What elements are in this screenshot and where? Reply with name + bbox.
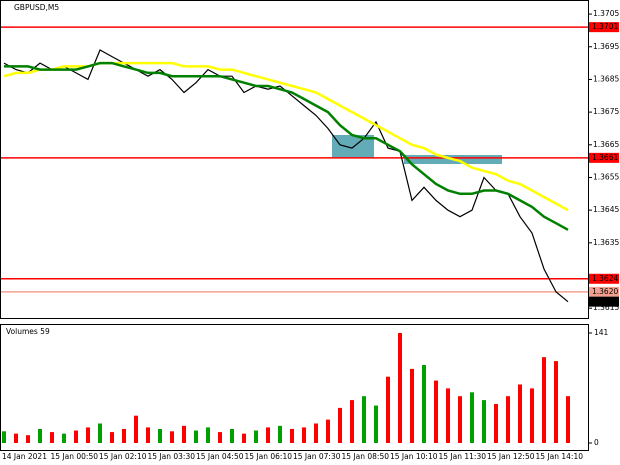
volume-bar [398, 333, 402, 443]
level-tag [589, 273, 619, 284]
volume-title: Volumes 59 [6, 327, 50, 336]
volume-bar [98, 423, 102, 443]
x-tick-label: 15 Jan 11:30 [439, 452, 487, 461]
level-label: 1.3624 [592, 274, 618, 283]
x-tick-label: 15 Jan 07:30 [293, 452, 341, 461]
volume-bar [74, 430, 78, 443]
series-line [3, 49, 569, 303]
volume-bar [242, 433, 246, 443]
y-tick-label: 1.3705 [593, 9, 619, 18]
y-tick-label: 1.3635 [593, 238, 619, 247]
level-tag [589, 286, 619, 297]
volume-bar [326, 419, 330, 443]
x-tick-label: 15 Jan 12:50 [487, 452, 535, 461]
volume-bar [2, 431, 6, 443]
y-tick-label: 141 [594, 328, 609, 337]
volume-bar [230, 428, 234, 443]
volume-bar [218, 432, 222, 443]
volume-bar [62, 433, 66, 443]
volume-bar [542, 357, 546, 443]
volume-bar [86, 427, 90, 443]
x-tick-label: 14 Jan 2021 [2, 452, 47, 461]
chart-title: GBPUSD,M5 [14, 3, 59, 12]
volume-bar [50, 432, 54, 443]
volume-bar [290, 428, 294, 443]
volume-bar [422, 364, 426, 443]
level-label: 1.3620 [592, 287, 618, 296]
volume-bar [254, 430, 258, 443]
series-line [3, 61, 569, 212]
x-tick-label: 15 Jan 03:30 [148, 452, 196, 461]
volume-bar [278, 425, 282, 443]
volume-bar [302, 427, 306, 443]
x-tick-label: 15 Jan 04:50 [196, 452, 244, 461]
volume-bar [554, 361, 558, 443]
volume-bar [350, 400, 354, 443]
volume-bar [158, 428, 162, 443]
volume-bar [530, 388, 534, 443]
series-line [4, 61, 569, 231]
level-label: 1.3661 [592, 153, 618, 162]
volume-bar [26, 435, 30, 443]
volume-bar [110, 432, 114, 443]
level-label: 1.3701 [592, 22, 618, 31]
y-tick-label: 1.3685 [593, 74, 619, 83]
x-tick-label: 15 Jan 00:50 [51, 452, 99, 461]
volume-bar [506, 396, 510, 443]
level-tag [589, 152, 619, 163]
volume-bar [410, 368, 414, 443]
current-price-label: 1.3617 [592, 297, 618, 306]
y-tick-label: 1.3615 [593, 303, 619, 312]
volume-bar [518, 384, 522, 443]
x-tick-label: 15 Jan 06:10 [245, 452, 293, 461]
volume-bar [194, 430, 198, 443]
volume-bar [386, 376, 390, 443]
volume-bar [14, 433, 18, 443]
volume-bar [482, 400, 486, 443]
volume-frame [0, 324, 589, 451]
volume-bar [266, 427, 270, 443]
volume-bar [362, 396, 366, 443]
volume-bar [182, 425, 186, 443]
x-tick-label: 15 Jan 02:10 [99, 452, 147, 461]
volume-bar [314, 423, 318, 443]
volume-bar [470, 392, 474, 443]
volume-bar [38, 428, 42, 443]
volume-bar [458, 396, 462, 443]
volume-bar [494, 403, 498, 443]
y-tick-label: 1.3695 [593, 42, 619, 51]
volume-bar [338, 407, 342, 443]
x-tick-label: 15 Jan 14:10 [536, 452, 584, 461]
x-tick-label: 15 Jan 10:10 [390, 452, 438, 461]
volume-bar [206, 427, 210, 443]
volume-bar [122, 428, 126, 443]
y-tick-label: 0 [594, 438, 599, 447]
y-tick-label: 1.3665 [593, 140, 619, 149]
y-tick-label: 1.3655 [593, 172, 619, 181]
zone-box [332, 135, 374, 158]
y-tick-label: 1.3675 [593, 107, 619, 116]
volume-bar [446, 388, 450, 443]
current-price-tag [589, 296, 619, 307]
volume-bar [134, 415, 138, 443]
volume-bar [374, 405, 378, 443]
level-tag [589, 22, 619, 33]
volume-bar [434, 380, 438, 443]
volume-bar [146, 427, 150, 443]
y-tick-label: 1.3645 [593, 205, 619, 214]
x-tick-label: 15 Jan 08:50 [342, 452, 390, 461]
price-frame [0, 0, 589, 319]
volume-bar [170, 431, 174, 443]
volume-bar [566, 396, 570, 443]
